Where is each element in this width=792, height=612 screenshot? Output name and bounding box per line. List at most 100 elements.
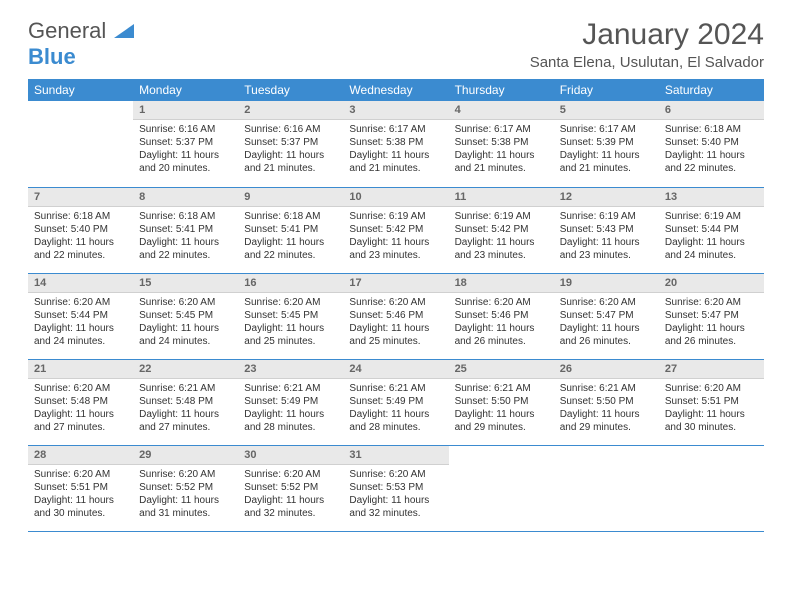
location: Santa Elena, Usulutan, El Salvador [530, 54, 764, 71]
sunset-text: Sunset: 5:51 PM [34, 481, 127, 494]
sunset-text: Sunset: 5:45 PM [139, 309, 232, 322]
calendar-day-cell [449, 445, 554, 531]
sunrise-text: Sunrise: 6:17 AM [455, 123, 548, 136]
sunset-text: Sunset: 5:43 PM [560, 223, 653, 236]
calendar-day-cell: 1Sunrise: 6:16 AMSunset: 5:37 PMDaylight… [133, 101, 238, 187]
sunset-text: Sunset: 5:41 PM [139, 223, 232, 236]
day-body: Sunrise: 6:20 AMSunset: 5:47 PMDaylight:… [554, 293, 659, 352]
day-body: Sunrise: 6:21 AMSunset: 5:50 PMDaylight:… [449, 379, 554, 438]
day-body: Sunrise: 6:21 AMSunset: 5:48 PMDaylight:… [133, 379, 238, 438]
sunset-text: Sunset: 5:50 PM [560, 395, 653, 408]
calendar-day-cell [28, 101, 133, 187]
day-body: Sunrise: 6:18 AMSunset: 5:41 PMDaylight:… [133, 207, 238, 266]
weekday-header: Sunday [28, 79, 133, 101]
sunrise-text: Sunrise: 6:18 AM [34, 210, 127, 223]
sunrise-text: Sunrise: 6:20 AM [244, 296, 337, 309]
sunrise-text: Sunrise: 6:20 AM [139, 296, 232, 309]
day-number: 3 [343, 101, 448, 120]
day-number: 18 [449, 274, 554, 293]
calendar-day-cell: 23Sunrise: 6:21 AMSunset: 5:49 PMDayligh… [238, 359, 343, 445]
day-body: Sunrise: 6:20 AMSunset: 5:45 PMDaylight:… [238, 293, 343, 352]
calendar-table: SundayMondayTuesdayWednesdayThursdayFrid… [28, 79, 764, 532]
day-number: 20 [659, 274, 764, 293]
calendar-day-cell: 21Sunrise: 6:20 AMSunset: 5:48 PMDayligh… [28, 359, 133, 445]
daylight-text: Daylight: 11 hours and 27 minutes. [139, 408, 232, 434]
day-number: 7 [28, 188, 133, 207]
logo-line1: General [28, 18, 106, 43]
weekday-header: Wednesday [343, 79, 448, 101]
day-body: Sunrise: 6:21 AMSunset: 5:49 PMDaylight:… [238, 379, 343, 438]
calendar-day-cell: 13Sunrise: 6:19 AMSunset: 5:44 PMDayligh… [659, 187, 764, 273]
day-body: Sunrise: 6:17 AMSunset: 5:39 PMDaylight:… [554, 120, 659, 179]
daylight-text: Daylight: 11 hours and 24 minutes. [665, 236, 758, 262]
day-number: 26 [554, 360, 659, 379]
day-body: Sunrise: 6:21 AMSunset: 5:49 PMDaylight:… [343, 379, 448, 438]
day-body: Sunrise: 6:20 AMSunset: 5:47 PMDaylight:… [659, 293, 764, 352]
header: General Blue January 2024 Santa Elena, U… [28, 18, 764, 71]
calendar-body: 1Sunrise: 6:16 AMSunset: 5:37 PMDaylight… [28, 101, 764, 531]
sunrise-text: Sunrise: 6:20 AM [139, 468, 232, 481]
day-body: Sunrise: 6:19 AMSunset: 5:42 PMDaylight:… [449, 207, 554, 266]
calendar-day-cell: 24Sunrise: 6:21 AMSunset: 5:49 PMDayligh… [343, 359, 448, 445]
weekday-header: Monday [133, 79, 238, 101]
day-number: 2 [238, 101, 343, 120]
logo-text: General Blue [28, 18, 134, 70]
daylight-text: Daylight: 11 hours and 24 minutes. [34, 322, 127, 348]
sunset-text: Sunset: 5:37 PM [139, 136, 232, 149]
day-number: 21 [28, 360, 133, 379]
day-number: 9 [238, 188, 343, 207]
calendar-day-cell: 3Sunrise: 6:17 AMSunset: 5:38 PMDaylight… [343, 101, 448, 187]
day-number: 27 [659, 360, 764, 379]
sunrise-text: Sunrise: 6:19 AM [665, 210, 758, 223]
sunset-text: Sunset: 5:45 PM [244, 309, 337, 322]
day-body: Sunrise: 6:20 AMSunset: 5:51 PMDaylight:… [28, 465, 133, 524]
sunrise-text: Sunrise: 6:20 AM [455, 296, 548, 309]
day-number: 10 [343, 188, 448, 207]
calendar-day-cell: 14Sunrise: 6:20 AMSunset: 5:44 PMDayligh… [28, 273, 133, 359]
day-number: 1 [133, 101, 238, 120]
day-body: Sunrise: 6:20 AMSunset: 5:52 PMDaylight:… [238, 465, 343, 524]
sunset-text: Sunset: 5:51 PM [665, 395, 758, 408]
daylight-text: Daylight: 11 hours and 22 minutes. [665, 149, 758, 175]
day-number: 14 [28, 274, 133, 293]
calendar-day-cell: 26Sunrise: 6:21 AMSunset: 5:50 PMDayligh… [554, 359, 659, 445]
daylight-text: Daylight: 11 hours and 21 minutes. [455, 149, 548, 175]
daylight-text: Daylight: 11 hours and 22 minutes. [139, 236, 232, 262]
day-number: 8 [133, 188, 238, 207]
calendar-day-cell: 28Sunrise: 6:20 AMSunset: 5:51 PMDayligh… [28, 445, 133, 531]
sunrise-text: Sunrise: 6:18 AM [244, 210, 337, 223]
sunset-text: Sunset: 5:47 PM [665, 309, 758, 322]
day-number: 17 [343, 274, 448, 293]
day-body: Sunrise: 6:17 AMSunset: 5:38 PMDaylight:… [449, 120, 554, 179]
daylight-text: Daylight: 11 hours and 26 minutes. [455, 322, 548, 348]
daylight-text: Daylight: 11 hours and 28 minutes. [349, 408, 442, 434]
sunrise-text: Sunrise: 6:21 AM [244, 382, 337, 395]
day-number: 22 [133, 360, 238, 379]
calendar-day-cell: 15Sunrise: 6:20 AMSunset: 5:45 PMDayligh… [133, 273, 238, 359]
day-number: 4 [449, 101, 554, 120]
day-number: 15 [133, 274, 238, 293]
calendar-day-cell: 22Sunrise: 6:21 AMSunset: 5:48 PMDayligh… [133, 359, 238, 445]
daylight-text: Daylight: 11 hours and 23 minutes. [560, 236, 653, 262]
sunrise-text: Sunrise: 6:17 AM [560, 123, 653, 136]
logo: General Blue [28, 18, 134, 70]
day-number: 30 [238, 446, 343, 465]
calendar-day-cell: 7Sunrise: 6:18 AMSunset: 5:40 PMDaylight… [28, 187, 133, 273]
day-number: 5 [554, 101, 659, 120]
sunrise-text: Sunrise: 6:19 AM [560, 210, 653, 223]
sunrise-text: Sunrise: 6:21 AM [560, 382, 653, 395]
sunset-text: Sunset: 5:37 PM [244, 136, 337, 149]
sunset-text: Sunset: 5:40 PM [665, 136, 758, 149]
calendar-day-cell: 31Sunrise: 6:20 AMSunset: 5:53 PMDayligh… [343, 445, 448, 531]
sunrise-text: Sunrise: 6:21 AM [455, 382, 548, 395]
sunset-text: Sunset: 5:40 PM [34, 223, 127, 236]
weekday-header: Tuesday [238, 79, 343, 101]
calendar-day-cell: 2Sunrise: 6:16 AMSunset: 5:37 PMDaylight… [238, 101, 343, 187]
calendar-day-cell: 9Sunrise: 6:18 AMSunset: 5:41 PMDaylight… [238, 187, 343, 273]
daylight-text: Daylight: 11 hours and 21 minutes. [560, 149, 653, 175]
sunset-text: Sunset: 5:39 PM [560, 136, 653, 149]
logo-triangle-icon [114, 18, 134, 44]
day-body: Sunrise: 6:18 AMSunset: 5:41 PMDaylight:… [238, 207, 343, 266]
calendar-day-cell [659, 445, 764, 531]
sunrise-text: Sunrise: 6:16 AM [139, 123, 232, 136]
